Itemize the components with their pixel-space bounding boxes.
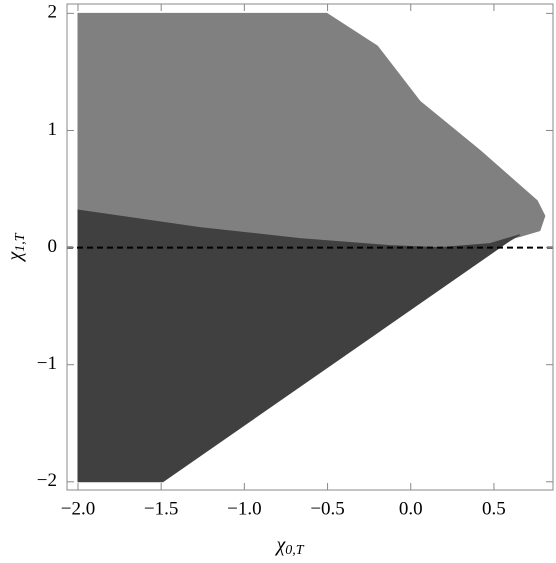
y-label-sub: 1,T bbox=[13, 232, 28, 252]
x-tick-label: −0.5 bbox=[310, 498, 344, 519]
x-tick-label: −2.0 bbox=[61, 498, 95, 519]
x-label-symbol: χ bbox=[274, 534, 286, 556]
x-tick-label: −1.0 bbox=[227, 498, 261, 519]
y-tick-label: −1 bbox=[37, 353, 57, 374]
x-tick-label: 0.5 bbox=[482, 498, 506, 519]
region bbox=[77, 12, 546, 249]
frame bbox=[66, 3, 554, 491]
y-tick-label: 0 bbox=[48, 236, 58, 257]
y-tick-label: −2 bbox=[37, 470, 57, 491]
x-axis-label: χ0,T bbox=[274, 534, 304, 558]
y-label-symbol: χ bbox=[4, 251, 26, 263]
x-tick-label: 0.0 bbox=[399, 498, 423, 519]
x-tick-label: −1.5 bbox=[144, 498, 178, 519]
y-tick-label: 1 bbox=[48, 119, 58, 140]
y-axis-label: χ1,T bbox=[4, 232, 29, 262]
x-label-sub: 0,T bbox=[285, 543, 305, 558]
y-tick-label: 2 bbox=[48, 2, 58, 23]
region bbox=[77, 209, 521, 483]
